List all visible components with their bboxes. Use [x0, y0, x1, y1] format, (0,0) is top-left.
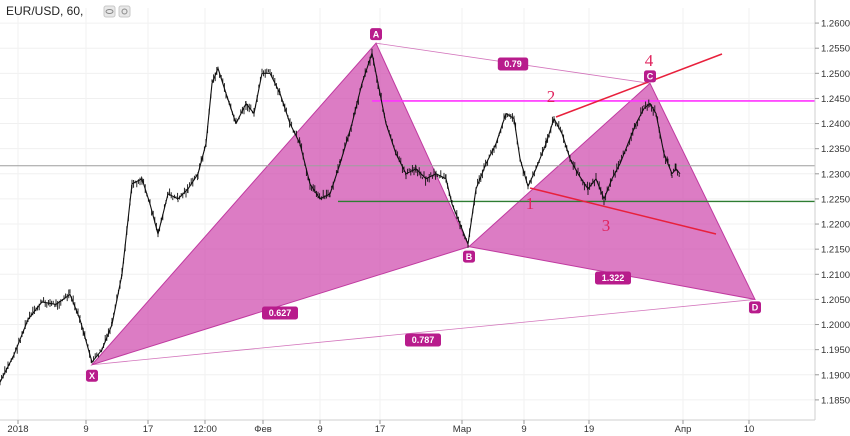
xd-line	[91, 299, 756, 366]
y-tick-label: 1.1850	[821, 395, 850, 406]
ratio-label-abc: 0.79	[504, 59, 522, 69]
point-box-X	[86, 369, 98, 382]
harmonic-pattern	[90, 42, 756, 366]
x-tick-label: 2018	[7, 424, 28, 435]
price-candles	[0, 48, 680, 386]
price-axis-bg	[815, 0, 850, 436]
point-box-C	[644, 70, 656, 83]
bcd-triangle	[467, 82, 756, 301]
time-axis[interactable]: 2018 9 17 12:00 Фев 9 17 Мар 9 19 Апр 10	[0, 419, 815, 435]
eye-icon[interactable]	[103, 5, 116, 18]
point-box-B	[463, 250, 475, 263]
x-tick-label: 9	[83, 424, 88, 435]
y-tick-label: 1.2550	[821, 44, 850, 55]
point-label-D: D	[752, 303, 759, 313]
x-tick-label: 17	[375, 424, 386, 435]
x-tick-label: 9	[317, 424, 322, 435]
ratio-label-bcd: 1.322	[602, 273, 625, 283]
ratio-box-abc	[497, 57, 529, 71]
x-tick-label: Мар	[453, 424, 472, 435]
x-tick-label: Фев	[254, 424, 272, 435]
point-label-C: C	[647, 72, 654, 82]
point-label-X: X	[89, 371, 95, 381]
x-tick-label: 19	[584, 424, 595, 435]
point-box-A	[370, 28, 382, 41]
ratio-box-xad	[405, 333, 441, 347]
x-tick-label: 9	[521, 424, 526, 435]
lower-trend-line[interactable]	[529, 187, 717, 235]
y-tick-label: 1.2050	[821, 295, 850, 306]
x-tick-label: Апр	[675, 424, 692, 435]
y-tick-label: 1.1900	[821, 370, 850, 381]
wave-label-1: 1	[526, 194, 535, 213]
point-box-D	[749, 301, 761, 314]
price-axis[interactable]: 1.2600 1.2550 1.2500 1.2450 1.2400 1.2350 1.23…	[814, 0, 850, 436]
upper-trend-line[interactable]	[555, 53, 723, 118]
y-tick-label: 1.1950	[821, 345, 850, 356]
y-tick-label: 1.2500	[821, 69, 850, 80]
xab-triangle	[90, 42, 470, 366]
wave-label-4: 4	[645, 51, 654, 70]
y-tick-label: 1.2450	[821, 94, 850, 105]
ratio-box-bcd	[595, 271, 631, 285]
wave-labels: 1 2 3 4	[526, 51, 654, 235]
wave-label-2: 2	[547, 87, 556, 106]
ratio-label-xab: 0.627	[269, 308, 292, 318]
y-tick-label: 1.2000	[821, 320, 850, 331]
x-tick-label: 10	[744, 424, 755, 435]
symbol-title: EUR/USD, 60,	[6, 4, 83, 18]
chart-header: EUR/USD, 60,	[6, 4, 131, 18]
pattern-point-labels: X A B C D	[86, 28, 761, 382]
settings-icon[interactable]	[118, 5, 131, 18]
trend-lines[interactable]	[529, 53, 723, 235]
ratio-label-xad: 0.787	[412, 335, 435, 345]
y-tick-label: 1.2350	[821, 144, 850, 155]
wave-label-3: 3	[602, 216, 611, 235]
price-series	[0, 48, 681, 386]
y-tick-label: 1.2150	[821, 245, 850, 256]
y-tick-label: 1.2250	[821, 194, 850, 205]
y-tick-label: 1.2100	[821, 270, 850, 281]
point-label-A: A	[373, 29, 380, 39]
x-tick-label: 12:00	[193, 424, 217, 435]
y-tick-label: 1.2200	[821, 220, 850, 231]
y-tick-label: 1.2300	[821, 169, 850, 180]
ratio-box-xab	[262, 306, 298, 320]
point-label-B: B	[466, 252, 473, 262]
y-tick-label: 1.2400	[821, 119, 850, 130]
ratio-labels: 0.627 0.79 1.322 0.787	[262, 57, 631, 347]
y-tick-label: 1.2600	[821, 19, 850, 30]
x-tick-label: 17	[143, 424, 154, 435]
